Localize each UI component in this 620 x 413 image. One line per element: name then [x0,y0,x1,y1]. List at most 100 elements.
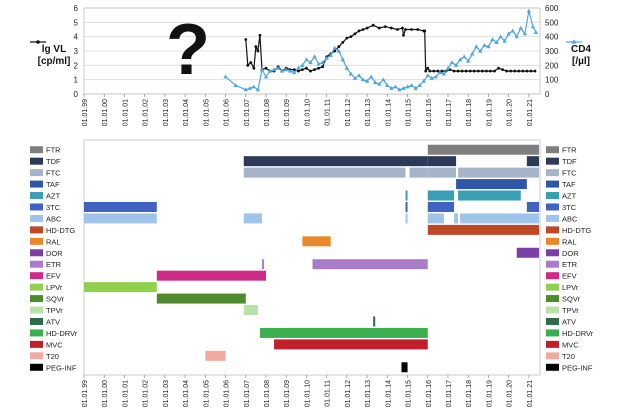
treatment-bar-ftc [243,167,406,178]
x-axis-tick-label: 01.01.10 [304,99,311,126]
legend-label-left: ATV [46,317,60,326]
cd4-point [364,78,370,83]
vl-point [321,65,325,69]
vl-point [464,69,468,73]
cd4-point [437,70,443,75]
left-axis-title-line2: [cp/ml] [37,56,71,67]
x-axis-tick-label: 01.01.05 [203,99,210,126]
cd4-point [413,85,418,90]
cd4-point [429,75,435,80]
treatment-bar-mvc [274,339,428,350]
cd4-point [368,74,374,79]
cd4-point [356,73,362,77]
treatment-bar-abc [454,213,459,224]
vl-point [416,28,420,31]
legend-swatch-left [30,340,43,348]
legend-label-left: HD-DRVr [46,329,78,338]
vl-point [456,69,460,73]
treatment-bar-abc [427,213,444,224]
cd4-point [336,48,341,53]
x-axis-tick-label: 01.01.00 [102,99,109,126]
right-axis-tick-label: 500 [545,18,559,27]
gantt-x-tick-label: 01.01.11 [325,380,332,407]
vl-line [245,24,535,73]
legend-label-left: T20 [46,352,59,361]
legend-label-right: HD-DRVr [562,329,594,338]
legend-label-right: HD-DTG [562,226,591,235]
vl-point [432,69,436,73]
vl-point [440,69,444,73]
cd4-point [522,31,528,36]
vl-point [244,38,248,41]
legend-label-left: ABC [46,214,62,223]
cd4-point [478,48,483,53]
vl-point [361,28,365,31]
x-axis-tick-label: 01.01.15 [406,99,413,126]
gantt-x-tick-label: 01.01.19 [486,380,493,407]
right-axis-tick-label: 300 [545,47,559,56]
legend-label-left: PEG-INF [46,363,77,372]
vl-point [254,45,258,49]
vl-point [501,68,504,72]
vl-point [489,69,492,73]
legend-swatch-right [546,203,559,211]
vl-point [345,36,349,40]
vl-point [476,69,480,73]
vl-point [402,33,405,37]
legend-swatch-right [546,363,559,371]
vl-point [436,69,440,73]
vl-point [525,69,529,73]
cd4-point [372,80,378,85]
gantt-x-tick-label: 01.01.21 [527,380,534,407]
vl-cd4-line-chart: 0 1 2 3 4 5 6 0 100 200 300 400 500 600 01.01.99 01.01.… [30,4,582,126]
legend-swatch-right [546,226,559,234]
treatment-bar-etr [312,259,428,270]
cd4-point [233,83,238,87]
cd4-point [332,45,337,50]
left-axis-tick-label: 1 [74,76,79,85]
x-axis-tick-label: 01.01.04 [183,99,190,126]
cd4-point [389,85,394,90]
legend-swatch-left [30,283,43,291]
treatment-bar-abc [243,213,262,224]
legend-swatch-right [546,352,559,360]
vl-point [493,69,496,73]
x-axis-tick-label: 01.01.18 [466,99,473,126]
cd4-point [457,57,463,62]
cd4-point [340,57,346,62]
cd4-legend [566,39,582,44]
x-axis-tick-label: 01.01.21 [527,99,534,126]
vl-point [309,69,312,73]
treatment-bar-3tc [427,201,455,212]
cd4-point [470,51,475,56]
legend-swatch-right [546,306,559,314]
cd4-point [486,44,491,49]
legend-swatch-left [30,157,43,165]
cd4-point [328,53,333,57]
treatment-bar-ftc [427,167,457,178]
legend-label-right: ABC [562,214,578,223]
cd4-point [247,85,253,90]
legend-swatch-left [30,306,43,314]
cd4-point [259,67,265,72]
vl-point [472,69,476,73]
legend-label-left: TDF [46,157,61,166]
cd4-point [316,61,321,66]
cd4-point [271,67,277,72]
treatment-bar-peg-inf [401,362,408,373]
cd4-point [360,77,366,82]
cd4-point [288,68,293,73]
cd4-point [409,83,414,87]
cd4-point [461,54,467,59]
right-axis-tick-label: 100 [545,76,559,85]
cd4-point [482,42,487,47]
vl-point [258,33,262,37]
legend-label-left: 3TC [46,203,61,212]
cd4-point [474,44,479,49]
gantt-x-tick-label: 01.01.04 [183,380,190,407]
vl-point [426,66,430,70]
cd4-point [506,31,511,36]
cd4-point [284,67,289,72]
left-axis-tick-label: 5 [74,18,79,27]
cd4-point [308,60,313,65]
